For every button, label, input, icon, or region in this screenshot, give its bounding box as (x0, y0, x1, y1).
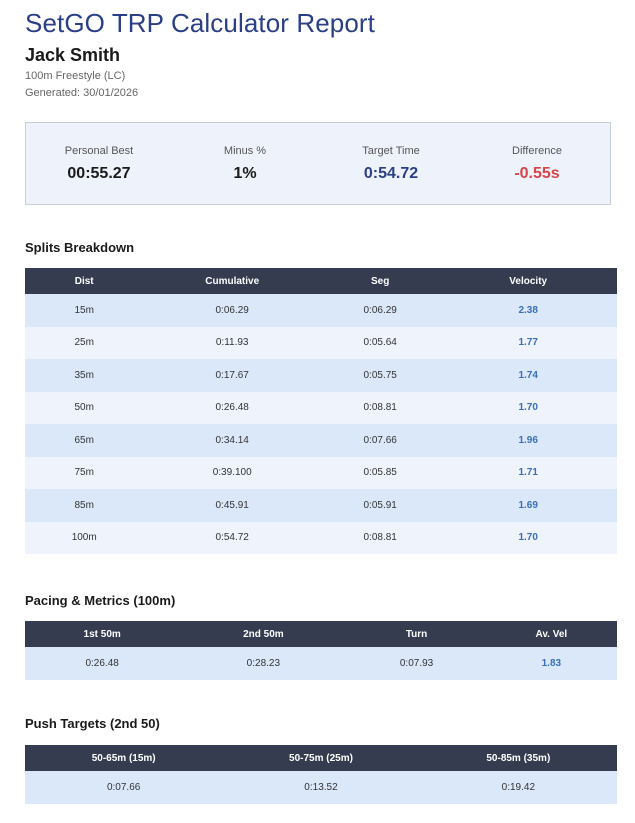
table-cell: 0:34.14 (143, 424, 321, 457)
difference-card: Difference -0.55s (464, 123, 610, 204)
table-cell: 0:07.93 (347, 647, 486, 680)
splits-heading: Splits Breakdown (25, 240, 135, 255)
column-header: Dist (74, 275, 94, 287)
event-name: 100m Freestyle (LC) (25, 70, 126, 82)
table-cell: 100m (25, 521, 144, 554)
table-cell: 85m (25, 489, 144, 522)
table-cell: 0:28.23 (179, 647, 348, 680)
minus-pct-label: Minus % (223, 145, 267, 157)
personal-best-card: Personal Best 00:55.27 (26, 123, 172, 204)
table-cell: 0:39.100 (143, 456, 321, 489)
target-time-label: Target Time (362, 145, 420, 157)
table-cell: 0:17.67 (143, 359, 321, 392)
push-heading: Push Targets (2nd 50) (25, 716, 160, 731)
column-header: Cumulative (205, 275, 260, 287)
table-row: 100m 0:54.72 0:08.81 1.70 (25, 521, 617, 554)
column-header: 50-75m (25m) (289, 752, 353, 764)
minus-pct-card: Minus % 1% (172, 123, 318, 204)
column-header: 2nd 50m (243, 628, 284, 640)
table-cell: 0:07.66 (25, 771, 223, 804)
table-cell: 0:05.85 (320, 456, 440, 489)
column-header: 50-85m (35m) (486, 752, 551, 764)
table-row: 25m 0:11.93 0:05.64 1.77 (25, 326, 617, 359)
column-header: Turn (405, 628, 428, 640)
table-cell: 0:54.72 (143, 521, 321, 554)
table-cell: 1.77 (439, 326, 617, 359)
table-cell: 1.70 (439, 521, 617, 554)
pacing-table: 1st 50m 2nd 50m Turn Av. Vel 0:26.48 0:28.23 0… (25, 621, 617, 680)
table-cell: 1.69 (439, 489, 617, 522)
table-row: 15m 0:06.29 0:06.29 2.38 (25, 294, 617, 327)
table-header-row: Dist Cumulative Seg Velocity (25, 268, 617, 294)
table-cell: 0:45.91 (143, 489, 321, 522)
table-cell: 0:13.52 (222, 771, 420, 804)
column-header: 1st 50m (83, 628, 121, 640)
table-cell: 0:26.48 (143, 391, 321, 424)
table-cell: 0:05.91 (320, 489, 440, 522)
table-cell: 0:06.29 (320, 294, 440, 327)
target-time-card: Target Time 0:54.72 (318, 123, 464, 204)
splits-table: Dist Cumulative Seg Velocity 15m 0:06.29 0:06.… (25, 268, 617, 554)
push-table: 50-65m (15m) 50-75m (25m) 50-85m (35m) 0:07… (25, 745, 617, 804)
table-cell: 65m (25, 424, 144, 457)
column-header: Seg (371, 275, 390, 287)
table-cell: 0:05.64 (320, 326, 440, 359)
pacing-heading: Pacing & Metrics (100m) (25, 593, 176, 608)
athlete-name: Jack Smith (25, 45, 121, 65)
table-cell: 0:08.81 (320, 391, 440, 424)
table-cell: 2.38 (439, 294, 617, 327)
difference-label: Difference (512, 145, 562, 157)
table-cell: 1.96 (439, 424, 617, 457)
difference-value: -0.55s (514, 165, 560, 182)
table-cell: 1.74 (439, 359, 617, 392)
table-cell: 1.70 (439, 391, 617, 424)
table-cell: 15m (25, 294, 144, 327)
table-cell: 0:08.81 (320, 521, 440, 554)
generated-date: Generated: 30/01/2026 (25, 87, 139, 99)
column-header: Velocity (509, 275, 548, 287)
table-row: 0:26.48 0:28.23 0:07.93 1.83 (25, 647, 617, 680)
table-row: 85m 0:45.91 0:05.91 1.69 (25, 489, 617, 522)
target-time-value: 0:54.72 (363, 165, 419, 182)
table-header-row: 1st 50m 2nd 50m Turn Av. Vel (25, 621, 617, 647)
table-cell: 0:07.66 (320, 424, 440, 457)
report-title: SetGO TRP Calculator Report (25, 8, 375, 38)
table-cell: 35m (25, 359, 144, 392)
table-cell: 0:26.48 (25, 647, 180, 680)
table-cell: 0:19.42 (419, 771, 617, 804)
table-cell: 1.83 (485, 647, 617, 680)
personal-best-label: Personal Best (64, 145, 134, 157)
table-row: 0:07.66 0:13.52 0:19.42 (25, 771, 617, 804)
summary-panel: Personal Best 00:55.27 Minus % 1% Target… (25, 122, 611, 205)
table-row: 65m 0:34.14 0:07.66 1.96 (25, 424, 617, 457)
personal-best-value: 00:55.27 (67, 165, 131, 182)
table-cell: 50m (25, 391, 144, 424)
table-cell: 75m (25, 456, 144, 489)
table-cell: 0:05.75 (320, 359, 440, 392)
minus-pct-value: 1% (233, 165, 257, 182)
table-row: 75m 0:39.100 0:05.85 1.71 (25, 456, 617, 489)
table-row: 35m 0:17.67 0:05.75 1.74 (25, 359, 617, 392)
table-cell: 0:06.29 (143, 294, 321, 327)
table-cell: 25m (25, 326, 144, 359)
table-header-row: 50-65m (15m) 50-75m (25m) 50-85m (35m) (25, 745, 617, 771)
column-header: 50-65m (15m) (91, 752, 156, 764)
column-header: Av. Vel (535, 628, 568, 640)
table-cell: 1.71 (439, 456, 617, 489)
table-cell: 0:11.93 (143, 326, 321, 359)
table-row: 50m 0:26.48 0:08.81 1.70 (25, 391, 617, 424)
